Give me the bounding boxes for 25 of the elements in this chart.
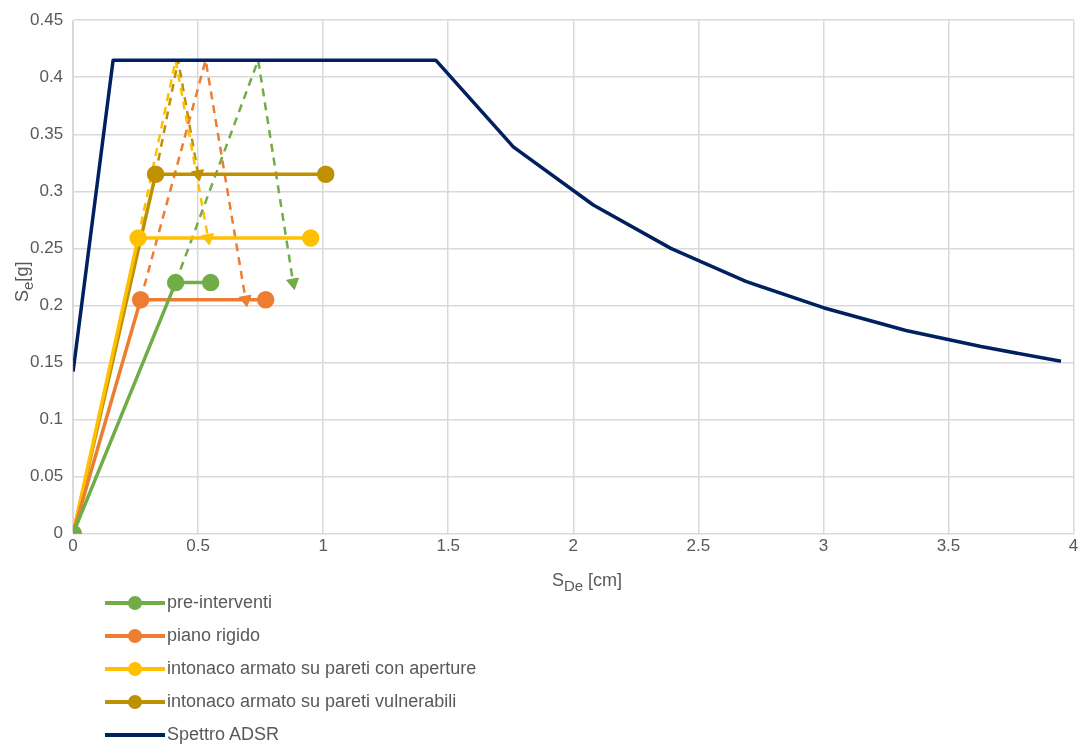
legend-label: pre-interventi — [167, 592, 273, 613]
x-tick-label: 3.5 — [936, 536, 961, 556]
legend-label: intonaco armato su pareti vulnerabili — [167, 691, 457, 712]
x-tick-label: 0 — [68, 536, 78, 556]
y-tick-label: 0.25 — [29, 238, 64, 258]
x-tick-label: 0.5 — [186, 536, 210, 556]
legend-label: Spettro ADSR — [167, 724, 280, 745]
legend-label: intonaco armato su pareti con aperture — [167, 658, 477, 679]
y-tick-label: 0.15 — [29, 352, 64, 372]
y-tick-label: 0.3 — [39, 181, 64, 201]
y-tick-label: 0 — [53, 523, 64, 543]
x-tick-label: 1.5 — [436, 536, 461, 556]
x-tick-label: 4 — [1068, 536, 1079, 556]
y-tick-label: 0.35 — [29, 123, 64, 143]
x-tick-label: 1 — [318, 536, 328, 556]
y-tick-label: 0.1 — [39, 409, 64, 429]
legend-label: piano rigido — [167, 625, 261, 646]
y-tick-label: 0.45 — [29, 9, 64, 29]
x-tick-label: 2 — [568, 536, 579, 556]
x-axis-title: S$_{De}$ [cm] — [550, 570, 624, 594]
x-tick-label: 3 — [818, 536, 829, 556]
y-tick-label: 0.4 — [39, 66, 64, 86]
x-tick-label: 2.5 — [686, 536, 711, 556]
y-tick-label: 0.05 — [29, 466, 64, 486]
y-tick-label: 0.2 — [39, 295, 64, 315]
